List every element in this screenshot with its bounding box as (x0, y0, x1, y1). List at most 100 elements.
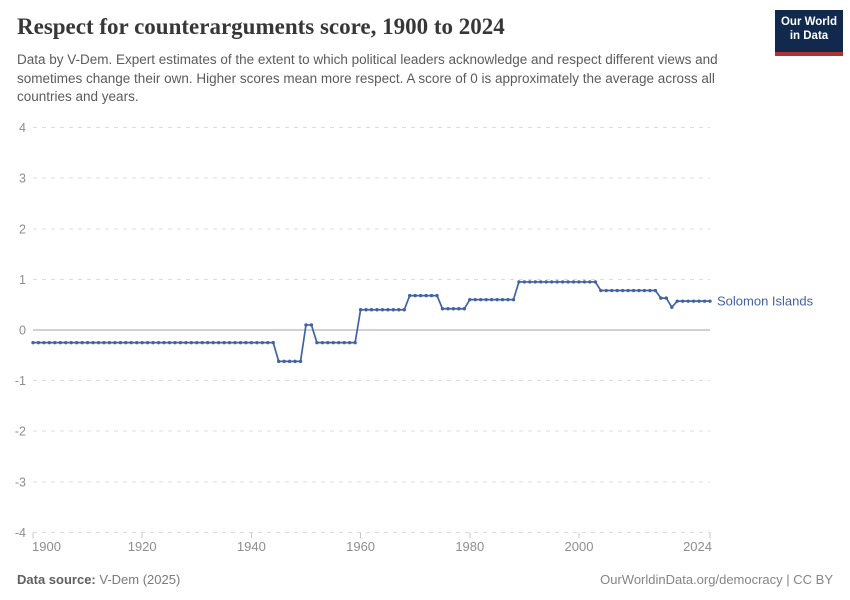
series-point[interactable] (266, 340, 270, 345)
series-point[interactable] (533, 280, 537, 284)
series-point[interactable] (478, 297, 483, 302)
series-point[interactable] (451, 307, 456, 311)
series-point[interactable] (402, 308, 406, 312)
series-point[interactable] (631, 288, 636, 293)
series-point[interactable] (604, 288, 608, 293)
series-point[interactable] (85, 340, 90, 345)
series-point[interactable] (315, 340, 319, 345)
series-point[interactable] (74, 340, 79, 345)
series-point[interactable] (588, 280, 592, 284)
series-point[interactable] (271, 340, 275, 345)
series-point[interactable] (58, 340, 62, 345)
series-point[interactable] (549, 280, 554, 284)
series-point[interactable] (211, 340, 215, 345)
series-point[interactable] (435, 293, 439, 298)
series-point[interactable] (664, 296, 669, 300)
series-point[interactable] (173, 340, 177, 345)
series-point[interactable] (511, 297, 516, 302)
series-point[interactable] (140, 340, 144, 345)
series-point[interactable] (47, 340, 52, 345)
series-point[interactable] (615, 288, 619, 293)
series-point[interactable] (571, 280, 576, 284)
series-point[interactable] (320, 340, 325, 345)
series-point[interactable] (282, 359, 286, 364)
series-point[interactable] (162, 340, 166, 345)
series-point[interactable] (593, 280, 598, 284)
series-point[interactable] (544, 280, 548, 284)
series-point[interactable] (255, 340, 259, 345)
series-point[interactable] (599, 288, 603, 293)
series-point[interactable] (358, 308, 363, 312)
series-point[interactable] (386, 308, 390, 312)
series-point[interactable] (36, 340, 41, 345)
series-point[interactable] (468, 297, 472, 302)
series-point[interactable] (80, 340, 84, 345)
series-point[interactable] (129, 340, 133, 345)
series-point[interactable] (446, 307, 450, 311)
series-point[interactable] (566, 280, 570, 284)
series-point[interactable] (560, 280, 565, 284)
series-point[interactable] (681, 299, 685, 303)
series-point[interactable] (506, 297, 510, 302)
series-point[interactable] (337, 340, 341, 345)
series-point[interactable] (118, 340, 123, 345)
series-point[interactable] (222, 340, 226, 345)
series-point[interactable] (473, 297, 477, 302)
series-point[interactable] (380, 308, 385, 312)
series-point[interactable] (691, 299, 696, 303)
series-point[interactable] (391, 308, 396, 312)
series-point[interactable] (276, 359, 281, 364)
series-point[interactable] (626, 288, 630, 293)
series-point[interactable] (440, 307, 445, 311)
series-point[interactable] (145, 340, 150, 345)
series-point[interactable] (489, 297, 494, 302)
series-point[interactable] (375, 308, 379, 312)
credit-link[interactable]: OurWorldinData.org/democracy | CC BY (600, 572, 833, 587)
series-point[interactable] (189, 340, 194, 345)
series-point[interactable] (195, 340, 199, 345)
series-point[interactable] (462, 307, 467, 311)
series-point[interactable] (347, 340, 352, 345)
series-point[interactable] (124, 340, 128, 345)
series-point[interactable] (408, 293, 412, 298)
series-point[interactable] (233, 340, 237, 345)
series-point[interactable] (53, 340, 57, 345)
series-point[interactable] (653, 288, 658, 293)
series-point[interactable] (670, 305, 674, 309)
series-point[interactable] (517, 280, 521, 284)
series-point[interactable] (293, 359, 297, 364)
series-point[interactable] (102, 340, 106, 345)
series-point[interactable] (69, 340, 73, 345)
series-point[interactable] (331, 340, 335, 345)
series-point[interactable] (216, 340, 221, 345)
series-point[interactable] (326, 340, 330, 345)
series-point[interactable] (64, 340, 68, 345)
series-point[interactable] (522, 280, 527, 284)
series-point[interactable] (156, 340, 161, 345)
series-point[interactable] (96, 340, 101, 345)
series-point[interactable] (637, 288, 641, 293)
series-point[interactable] (135, 340, 139, 345)
series-point[interactable] (113, 340, 117, 345)
series-point[interactable] (418, 293, 423, 298)
series-point[interactable] (353, 340, 357, 345)
series-point[interactable] (227, 340, 232, 345)
series-point[interactable] (555, 280, 559, 284)
series-point[interactable] (582, 280, 587, 284)
series-point[interactable] (244, 340, 248, 345)
series-point[interactable] (107, 340, 112, 345)
owid-logo[interactable]: Our World in Data (775, 10, 843, 56)
series-point[interactable] (610, 288, 614, 293)
series-point[interactable] (424, 293, 428, 298)
series-point[interactable] (364, 308, 368, 312)
series-point[interactable] (369, 308, 374, 312)
series-point[interactable] (309, 323, 314, 327)
series-point[interactable] (648, 288, 652, 293)
series-point[interactable] (167, 340, 172, 345)
series-point[interactable] (484, 297, 488, 302)
series-point[interactable] (620, 288, 625, 293)
series-point[interactable] (539, 280, 543, 284)
series-point[interactable] (702, 299, 707, 303)
series-entity-label[interactable]: Solomon Islands (717, 294, 814, 309)
